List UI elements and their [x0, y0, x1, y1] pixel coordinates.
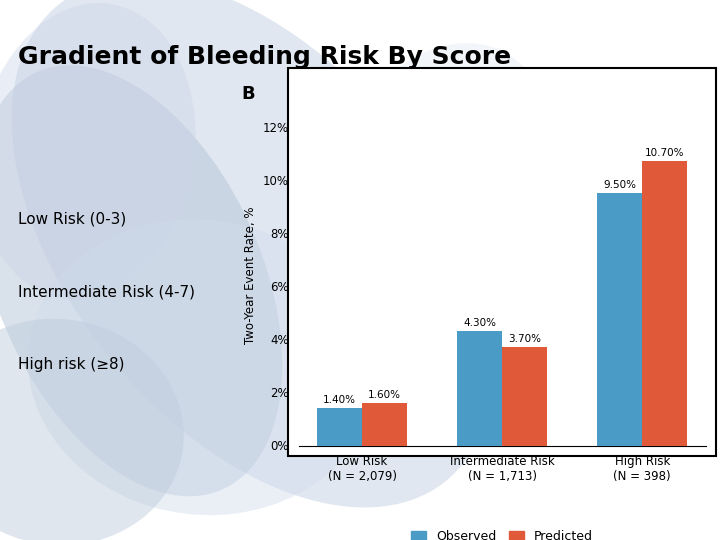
Bar: [598, 193, 642, 446]
Text: 9.50%: 9.50%: [603, 180, 636, 190]
Text: 1.60%: 1.60%: [368, 390, 401, 400]
Ellipse shape: [12, 0, 492, 508]
Ellipse shape: [28, 219, 375, 515]
Text: 1.40%: 1.40%: [323, 395, 356, 405]
Text: 4.30%: 4.30%: [463, 318, 496, 328]
Ellipse shape: [0, 3, 195, 299]
Bar: [503, 347, 547, 446]
Text: High risk (≥8): High risk (≥8): [18, 357, 125, 372]
Ellipse shape: [351, 43, 541, 227]
Bar: [318, 408, 362, 446]
Ellipse shape: [0, 319, 184, 540]
Bar: [642, 161, 687, 445]
Text: Intermediate Risk (4-7): Intermediate Risk (4-7): [18, 284, 195, 299]
Text: B: B: [242, 85, 256, 103]
Bar: [362, 403, 407, 445]
Bar: [288, 68, 716, 456]
Text: 10.70%: 10.70%: [645, 148, 685, 158]
Y-axis label: Two-Year Event Rate, %: Two-Year Event Rate, %: [244, 207, 257, 344]
Legend: Observed, Predicted: Observed, Predicted: [406, 525, 598, 540]
Ellipse shape: [0, 65, 282, 496]
Bar: [0, 0, 720, 97]
Bar: [457, 331, 503, 445]
Text: Gradient of Bleeding Risk By Score: Gradient of Bleeding Risk By Score: [18, 45, 511, 69]
Text: Low Risk (0-3): Low Risk (0-3): [18, 211, 126, 226]
Text: 3.70%: 3.70%: [508, 334, 541, 344]
